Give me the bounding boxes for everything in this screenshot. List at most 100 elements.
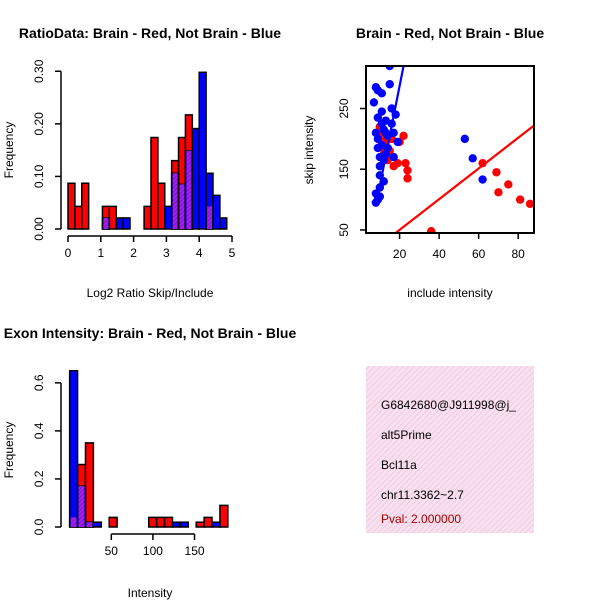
ratio-axes-y-tick-label-1: 0.10 <box>32 164 46 188</box>
ratio-axes: 0 1 2 3 4 5 0.00 0.10 0.20 0.30 <box>32 59 236 260</box>
intensity-bars-not-brain-bar-6 <box>211 521 221 528</box>
scatter-brain-point-16 <box>478 158 487 168</box>
intensity-bars-brain-bar-7 <box>195 521 205 528</box>
intensity-xlabel: Intensity <box>128 586 173 600</box>
scatter-brain-point-14 <box>403 174 412 183</box>
scatter-brain-point-9 <box>393 158 402 168</box>
intensity-axes-x-tick-label-2: 150 <box>185 544 205 558</box>
intensity-bars-overlap-bar-1 <box>78 486 85 527</box>
scatter-y-tick-label-2: 250 <box>337 98 351 118</box>
scatter-xlabel: include intensity <box>407 286 492 300</box>
intensity-axes-y-tick-label-1: 0.2 <box>32 470 46 487</box>
ratio-bars-not-brain-bar-3 <box>164 205 173 230</box>
intensity-bars-overlap-bar-2 <box>86 522 93 527</box>
ratio-axes-y-tick-label-2: 0.20 <box>32 112 46 136</box>
intensity-axes-y-tick-label-2: 0.4 <box>32 422 46 439</box>
event-type: alt5Prime <box>381 428 432 442</box>
intensity-bars <box>68 370 229 528</box>
scatter-brain-point-20 <box>515 195 525 204</box>
ratio-bars-overlap-bar-10 <box>186 150 192 229</box>
ratio-histogram: RatioData: Brain - Red, Not Brain - Blue… <box>2 25 281 300</box>
ratio-axes-x-tick-label-1: 1 <box>97 246 104 260</box>
scatter-axes: 20 40 60 80 50 150 250 <box>337 65 535 261</box>
scatter-not-brain-point-30 <box>389 152 398 162</box>
scatter-title: Brain - Red, Not Brain - Blue <box>356 25 544 41</box>
ratio-bars-brain-bar-7 <box>157 182 166 230</box>
ratio-axes-y-tick-label-3: 0.30 <box>32 59 46 83</box>
ratio-bars-overlap-bar-11 <box>207 206 212 229</box>
scatter-y-tick-label-1: 150 <box>337 159 351 179</box>
scatter-not-brain-point-4 <box>373 113 383 122</box>
intensity-axes-y-tick-label-3: 0.6 <box>32 374 46 391</box>
genomic-location: chr11.3362~2.7 <box>381 488 464 502</box>
scatter-brain-fit-line <box>393 124 534 233</box>
scatter-not-brain-point-26 <box>385 80 394 89</box>
scatter-not-brain-point-14 <box>377 107 387 116</box>
scatter-not-brain-point-5 <box>373 134 383 144</box>
ratio-axes-y-tick-label-0: 0.00 <box>32 217 46 241</box>
intensity-scatter: Brain - Red, Not Brain - Blue include in… <box>302 25 544 300</box>
info-panel: G6842680@J911998@j_ alt5Prime Bcl11a chr… <box>366 366 534 533</box>
intensity-bars-brain-bar-2 <box>84 442 95 528</box>
ratio-bars-not-brain-bar-11 <box>219 217 228 230</box>
ratio-ylabel: Frequency <box>2 122 16 179</box>
scatter-brain-point-13 <box>403 166 412 175</box>
exon-intensity-histogram: Exon Intensity: Brain - Red, Not Brain -… <box>2 325 296 600</box>
ratio-axes-x-tick-label-2: 2 <box>130 246 137 260</box>
intensity-bars-brain-bar-8 <box>203 516 213 528</box>
ratio-bars-brain-bar-4 <box>108 205 117 230</box>
ratio-bars-not-brain-bar-2 <box>122 217 131 230</box>
ratio-bars-brain-bar-2 <box>81 182 90 230</box>
info-panel-background <box>366 366 534 533</box>
intensity-axes-y-tick-label-0: 0.0 <box>32 518 46 535</box>
scatter-brain-point-19 <box>504 180 513 189</box>
intensity-bars-overlap-bar-0 <box>70 517 77 527</box>
scatter-x-tick-label-2: 60 <box>472 247 486 261</box>
intensity-bars-brain-bar-9 <box>219 504 229 528</box>
scatter-not-brain-point-8 <box>375 162 385 171</box>
scatter-ylabel: skip intensity <box>302 116 316 185</box>
scatter-not-brain-point-33 <box>460 134 470 144</box>
scatter-not-brain-point-35 <box>478 175 487 184</box>
intensity-bars-brain-bar-6 <box>163 516 174 528</box>
ratio-bars-not-brain-bar-10 <box>212 194 221 230</box>
scatter-frame <box>365 65 535 234</box>
scatter-x-tick-label-0: 20 <box>393 247 407 261</box>
ratio-bars-brain-bar-5 <box>143 205 152 230</box>
intensity-axes-x-tick-label-1: 100 <box>143 544 163 558</box>
ratio-bars-brain-bar-6 <box>150 136 159 230</box>
scatter-not-brain-point-34 <box>468 154 477 163</box>
ratio-axes-x-tick-label-5: 5 <box>229 246 236 260</box>
intensity-bars-not-brain-bar-4 <box>171 521 182 528</box>
ratio-title: RatioData: Brain - Red, Not Brain - Blue <box>19 25 281 41</box>
ratio-axes-x-tick-label-3: 3 <box>163 246 170 260</box>
gene-name: Bcl11a <box>381 458 417 472</box>
intensity-axes: 50 100 150 0.0 0.2 0.4 0.6 <box>32 374 205 558</box>
scatter-not-brain-fit-line <box>374 66 405 206</box>
ratio-bars-brain-bar-0 <box>67 182 76 230</box>
scatter-brain-point-11 <box>399 131 408 141</box>
ratio-bars-not-brain-bar-7 <box>191 127 200 230</box>
intensity-bars-brain-bar-5 <box>155 516 166 528</box>
ratio-bars-not-brain-bar-1 <box>115 217 124 230</box>
scatter-brain-point-12 <box>401 158 410 168</box>
ratio-bars-overlap-bar-3 <box>103 217 109 229</box>
intensity-axes-x-tick-label-0: 50 <box>105 544 119 558</box>
scatter-not-brain-point-32 <box>393 137 402 147</box>
ratio-bars-not-brain-bar-8 <box>198 71 207 230</box>
scatter-brain-point-18 <box>494 188 503 197</box>
ratio-bars-overlap-bar-8 <box>172 173 178 229</box>
intensity-bars-brain-bar-3 <box>108 516 118 528</box>
intensity-title: Exon Intensity: Brain - Red, Not Brain -… <box>4 325 297 341</box>
intensity-bars-not-brain-bar-3 <box>92 521 103 528</box>
scatter-brain-point-15 <box>427 226 436 233</box>
scatter-points <box>369 66 534 233</box>
ratio-bars <box>67 71 228 230</box>
intensity-bars-not-brain-bar-5 <box>179 521 190 528</box>
intensity-bars-not-brain-bar-0 <box>68 370 79 528</box>
scatter-x-tick-label-1: 40 <box>432 247 446 261</box>
ratio-bars-brain-bar-1 <box>74 205 83 230</box>
intensity-bars-brain-bar-4 <box>148 516 158 528</box>
scatter-not-brain-point-13 <box>377 89 387 98</box>
